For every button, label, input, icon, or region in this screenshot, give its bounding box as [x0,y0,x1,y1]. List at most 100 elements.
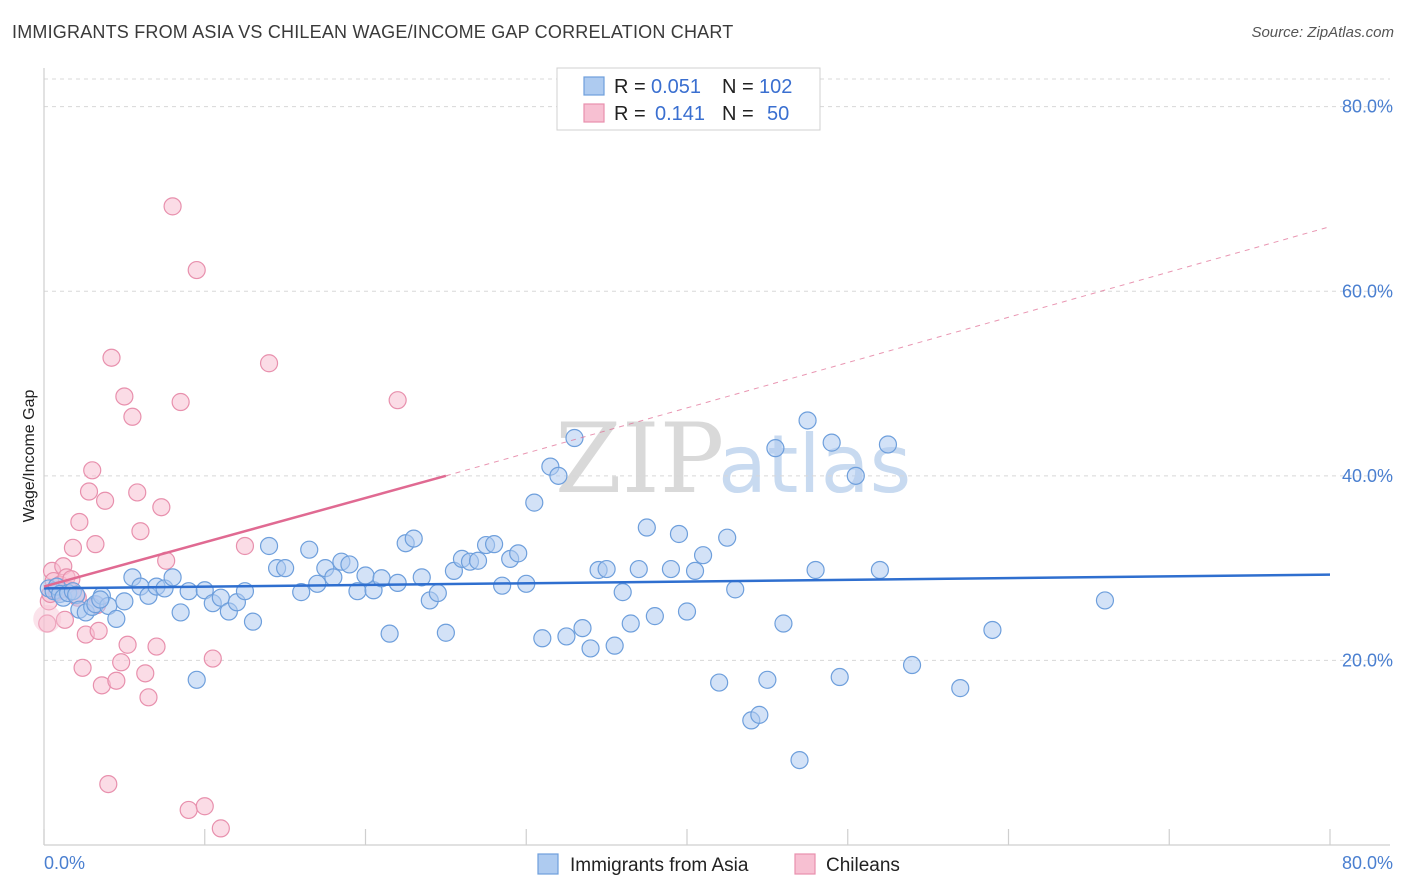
asia-point-73 [597,559,616,579]
asia-point-104 [1095,591,1115,610]
axes [43,68,1390,846]
asia-points [39,411,1115,770]
chileans-point-15 [79,482,99,501]
chileans-point-13 [73,658,92,677]
y-tick-label-20: 20.0% [1342,650,1393,670]
asia-point-24 [187,670,206,689]
chileans-point-38 [187,260,206,280]
asia-point-22 [171,603,190,622]
chileans-point-45 [55,610,74,629]
asia-point-82 [677,602,697,621]
asia-trend-line [43,573,1331,590]
asia-point-65 [533,629,552,648]
asia-point-80 [661,559,681,579]
asia-point-59 [485,535,504,554]
asia-point-92 [774,614,793,633]
asia-point-74 [605,636,624,655]
asia-point-77 [629,559,648,579]
asia-point-84 [693,546,713,565]
legend-r-value-chileans: 0.141 [655,103,705,125]
chileans-point-26 [118,635,137,654]
x-axis-ticks [43,829,1331,845]
asia-point-52 [428,583,447,603]
asia-point-85 [710,673,729,692]
asia-point-76 [621,614,640,633]
source-label: Source: ZipAtlas.com [1251,24,1394,41]
y-tick-label-80: 80.0% [1342,97,1393,117]
asia-point-21 [163,568,182,587]
chileans-point-40 [203,649,222,668]
legend-r-label-chileans: R = [614,103,646,125]
watermark-zip: ZIP [555,403,724,515]
trend-lines [43,226,1331,590]
asia-point-49 [404,529,423,548]
chileans-trend-line [43,474,447,588]
asia-point-60 [493,576,512,595]
asia-point-83 [685,561,705,581]
asia-point-86 [718,528,737,547]
chileans-point-43 [259,354,279,373]
x-tick-label-min: 0.0% [44,853,85,873]
asia-point-36 [300,540,319,559]
asia-point-69 [565,428,584,448]
chileans-point-0 [38,614,57,633]
gridlines [44,78,1390,661]
asia-point-75 [613,583,632,602]
chileans-point-23 [107,671,126,690]
y-tick-label-40: 40.0% [1342,466,1393,486]
asia-point-50 [412,568,431,587]
asia-point-79 [645,607,664,626]
chileans-point-36 [171,392,190,412]
asia-point-105 [91,590,110,609]
chileans-cluster-point [33,604,62,633]
chileans-point-17 [86,535,105,554]
chileans-point-29 [131,522,150,541]
series-legend-swatch-asia [537,853,559,875]
chileans-point-44 [388,391,407,410]
chileans-point-27 [123,407,142,426]
series-legend: Immigrants from Asia Chileans [537,853,900,876]
asia-point-89 [750,705,769,724]
asia-point-41 [340,555,359,574]
chileans-point-25 [115,387,134,406]
chileans-point-28 [128,483,147,502]
chileans-point-24 [112,653,131,672]
asia-point-91 [766,439,785,458]
chileans-point-41 [211,819,230,838]
asia-point-101 [902,655,922,675]
asia-point-47 [388,573,407,592]
asia-point-46 [380,624,399,643]
legend-swatch-asia [583,76,605,96]
asia-point-53 [436,623,455,642]
legend-n-label-chileans: N = [722,103,754,125]
asia-point-57 [468,551,488,570]
chileans-point-21 [99,774,118,794]
asia-point-15 [115,592,134,611]
chileans-point-31 [139,688,158,707]
stats-legend: R = 0.051 N = 102 R = 0.141 N = 50 [556,67,821,131]
asia-point-102 [951,679,970,698]
asia-point-93 [790,750,809,770]
asia-point-14 [107,609,126,628]
legend-n-label-asia: N = [722,76,754,98]
chileans-point-16 [83,461,102,480]
chileans-point-33 [152,498,171,517]
chileans-point-37 [179,800,198,820]
y-axis-label: Wage/Income Gap [21,390,38,523]
chileans-point-32 [147,637,166,656]
chileans-points [33,197,407,838]
watermark-atlas: atlas [718,418,911,511]
asia-point-81 [669,524,689,544]
asia-point-90 [758,670,777,689]
legend-r-label-asia: R = [614,76,646,98]
asia-point-96 [822,433,841,452]
x-tick-label-max: 80.0% [1342,853,1393,873]
asia-point-31 [243,612,263,631]
chileans-point-18 [89,621,108,640]
series-legend-label-chileans: Chileans [826,855,900,876]
y-tick-labels: 80.0% 60.0% 40.0% 20.0% [1342,97,1393,671]
asia-point-39 [324,568,343,587]
chileans-point-42 [235,536,255,556]
chileans-point-35 [163,197,182,216]
